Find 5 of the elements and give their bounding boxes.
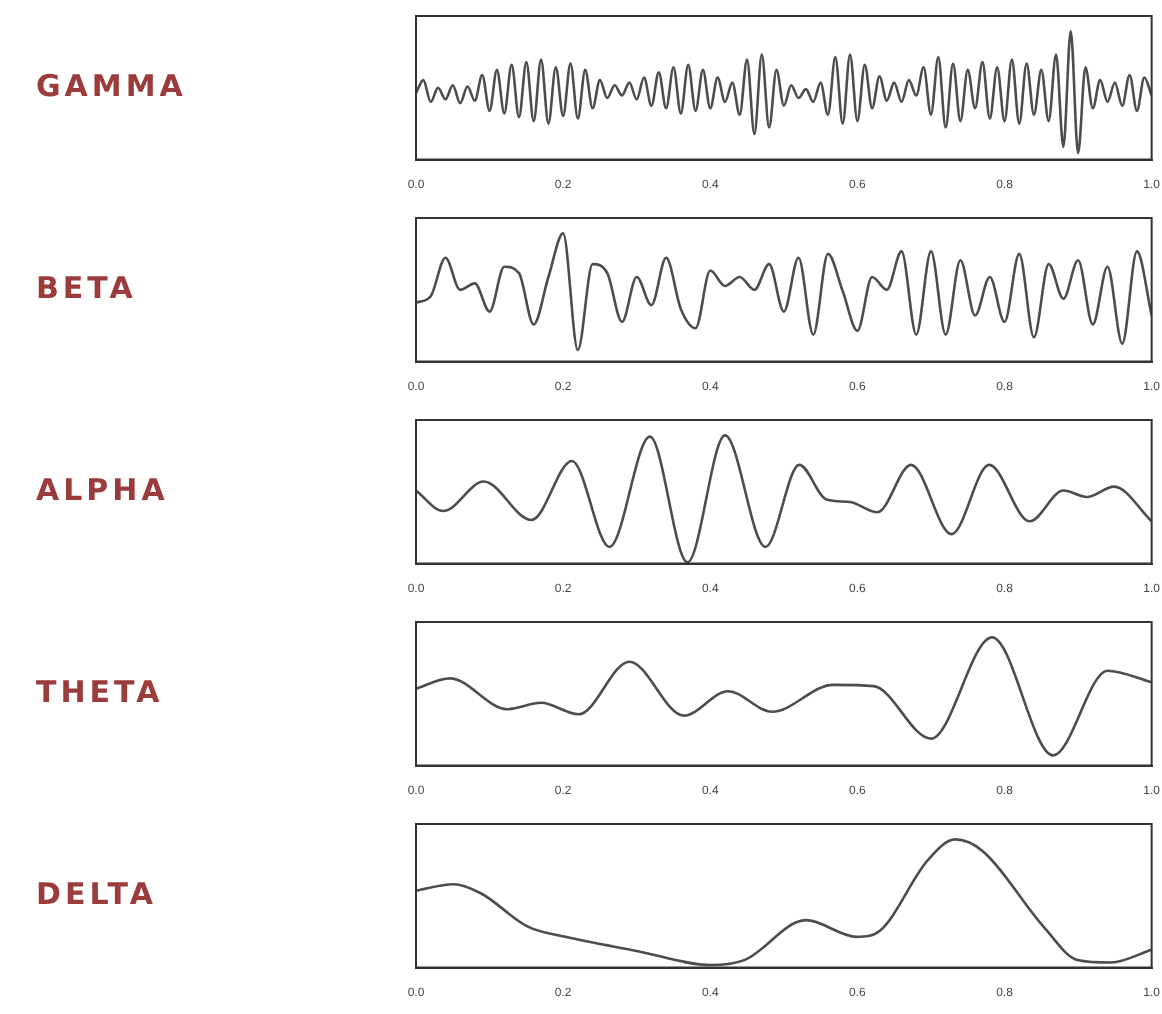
y-axis-title: GAMMA — [36, 67, 187, 104]
y-axis-title: DELTA — [36, 875, 157, 912]
y-axis-title: THETA — [36, 673, 164, 710]
y-axis-title: BETA — [36, 269, 137, 306]
y-axis-title: ALPHA — [36, 471, 169, 508]
